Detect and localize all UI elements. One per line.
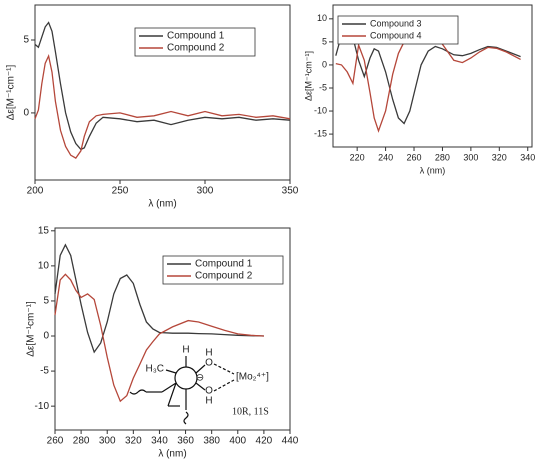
atom-label: O	[205, 358, 213, 369]
y-axis-title: Δε[M⁻¹cm⁻¹]	[26, 301, 37, 357]
x-axis-title: λ (nm)	[158, 449, 186, 460]
legend-label: Compound 2	[167, 43, 225, 54]
chart: 200 250 300 350 0 5 λ (nm) Δε[M⁻¹cm⁻¹] Compound …	[6, 4, 299, 210]
bond	[165, 369, 177, 374]
x-axis-title: λ (nm)	[148, 199, 176, 210]
y-tick-label: 5	[322, 36, 327, 46]
configuration-label: 10R, 11S	[232, 406, 269, 417]
atom-label: H₃C	[145, 364, 164, 375]
y-tick-label: 10	[317, 13, 327, 23]
legend-label: Compound 3	[370, 18, 422, 28]
x-tick-label: 380	[203, 436, 220, 447]
x-tick-label: 400	[229, 436, 246, 447]
x-tick-label: 320	[125, 436, 142, 447]
y-tick-label: 5	[43, 296, 49, 307]
x-tick-label: 440	[282, 436, 299, 447]
x-tick-label: 300	[99, 436, 116, 447]
series-line	[54, 273, 264, 403]
y-tick-label: -10	[314, 105, 327, 115]
x-tick-label: 300	[463, 152, 478, 162]
dashed-bond	[213, 363, 235, 375]
charge-label: ⊖	[196, 373, 204, 384]
chart: 260 280 300 320 340 360 380 400 420 440 -10 -5 0 5 10 1…	[26, 225, 299, 459]
legend-box	[134, 27, 256, 57]
chart: 220 240 260 280 300 320 340 -15 -10 -5 0 5 10 λ (nm) Δ…	[303, 4, 535, 175]
atom-label: H	[205, 396, 212, 407]
series-line	[54, 243, 264, 354]
atom-label: H	[182, 345, 189, 356]
wavy-bond	[183, 411, 189, 425]
legend-label: Compound 1	[167, 31, 225, 42]
x-tick-label: 420	[256, 436, 273, 447]
y-axis-title: Δε[M⁻¹cm⁻¹]	[6, 64, 17, 120]
y-axis-title: Δε[M⁻¹cm⁻¹]	[303, 51, 313, 101]
series-line	[34, 21, 291, 151]
chemical-structure: H H₃C O O H H ⊖ [Mo₂⁴⁺] 10R, 11S	[129, 345, 269, 425]
y-tick-label: 0	[23, 108, 29, 119]
wavy-bond	[129, 389, 147, 395]
x-tick-label: 280	[435, 152, 450, 162]
y-tick-label: -10	[35, 401, 50, 412]
legend-box	[162, 255, 284, 285]
plot-frame	[34, 4, 291, 181]
atom-label: H	[205, 348, 212, 359]
x-tick-label: 220	[350, 152, 365, 162]
x-tick-label: 280	[73, 436, 90, 447]
series-line	[335, 24, 521, 125]
newman-circle	[174, 366, 198, 390]
y-tick-label: -5	[40, 366, 49, 377]
x-tick-label: 260	[407, 152, 422, 162]
x-tick-label: 360	[177, 436, 194, 447]
x-axis-title: λ (nm)	[420, 165, 446, 175]
legend-box	[337, 15, 459, 45]
legend-label: Compound 1	[195, 259, 253, 270]
legend-label: Compound 2	[195, 271, 253, 282]
dashed-bond	[213, 379, 235, 392]
x-tick-label: 250	[112, 186, 129, 197]
metal-label: [Mo₂⁴⁺]	[236, 372, 269, 383]
bond	[161, 382, 177, 393]
legend-label: Compound 4	[370, 30, 422, 40]
x-tick-label: 260	[47, 436, 64, 447]
x-tick-label: 350	[282, 186, 299, 197]
x-tick-label: 320	[492, 152, 507, 162]
x-tick-label: 340	[151, 436, 168, 447]
plot-frame	[332, 4, 533, 148]
x-tick-label: 300	[197, 186, 214, 197]
bond	[195, 382, 206, 391]
bond	[195, 364, 206, 374]
x-tick-label: 200	[27, 186, 44, 197]
y-tick-label: -5	[319, 82, 327, 92]
y-tick-label: 0	[322, 59, 327, 69]
plot-frame	[54, 227, 291, 431]
x-tick-label: 340	[520, 152, 535, 162]
x-tick-label: 240	[378, 152, 393, 162]
y-tick-label: 0	[43, 331, 49, 342]
y-tick-label: 15	[38, 225, 50, 236]
bond	[167, 382, 177, 407]
series-line	[34, 53, 291, 159]
atom-label: O	[205, 386, 213, 397]
y-tick-label: -15	[314, 128, 327, 138]
y-tick-label: 5	[23, 35, 29, 46]
y-tick-label: 10	[38, 261, 50, 272]
